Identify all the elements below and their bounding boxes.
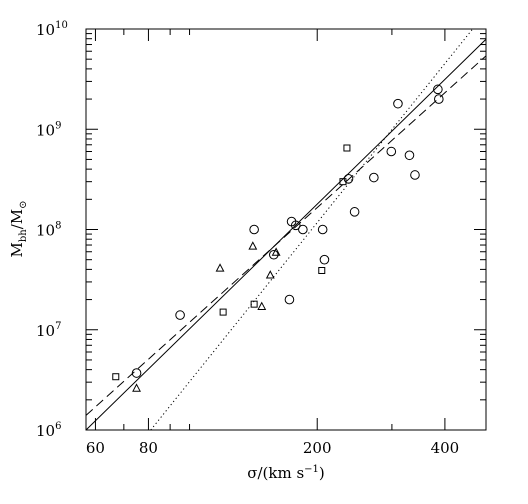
y-tick-label: 106	[36, 421, 61, 440]
y-tick-label-exponent: 10	[55, 20, 68, 31]
data-point-triangle	[265, 270, 275, 279]
x-axis-label-exponent: −1	[304, 464, 319, 475]
x-axis-label-sigma: σ	[247, 464, 257, 482]
y-tick-label: 108	[36, 221, 61, 240]
y-axis-label-m: M	[8, 242, 26, 257]
y-axis-label-sub-bh: bh	[18, 229, 29, 242]
data-point-triangle	[215, 263, 225, 272]
fit-line-solid	[85, 38, 487, 431]
y-axis-label: Mbh/M⊙	[8, 200, 29, 257]
y-tick-label: 1010	[36, 20, 68, 39]
data-point-triangle	[248, 241, 258, 250]
y-tick-label-base: 10	[36, 21, 55, 39]
data-point-circle	[410, 170, 420, 180]
plot-frame	[85, 28, 487, 431]
y-axis-label-slash: /M	[8, 209, 26, 229]
y-tick-label-base: 10	[36, 121, 55, 139]
data-point-circle	[249, 224, 259, 235]
y-tick-label-exponent: 7	[55, 321, 61, 332]
data-point-circle	[433, 84, 443, 95]
data-point-circle	[317, 224, 328, 235]
data-point-circle	[319, 254, 330, 265]
data-point-circle	[268, 249, 279, 260]
x-tick-label: 80	[139, 439, 158, 457]
data-point-square	[318, 266, 326, 274]
data-point-circle	[284, 294, 295, 305]
y-axis-label-sub-sun: ⊙	[18, 200, 29, 208]
axis-ticks	[86, 28, 487, 431]
data-point-circle	[131, 368, 142, 378]
data-point-circle	[393, 98, 403, 109]
x-tick-label: 60	[86, 439, 105, 457]
data-point-circle	[404, 150, 415, 161]
fit-lines	[85, 28, 487, 431]
x-axis-label-close: )	[319, 464, 325, 482]
data-point-circle	[298, 224, 308, 235]
data-point-square	[112, 373, 120, 381]
data-point-square	[339, 178, 347, 186]
data-point-circle	[434, 94, 444, 104]
x-tick-label: 400	[431, 439, 460, 457]
data-point-circle	[386, 146, 397, 157]
x-axis-label-unit: /(km s	[257, 464, 304, 482]
y-tick-label-exponent: 8	[55, 221, 61, 232]
y-tick-label-exponent: 9	[55, 120, 61, 131]
data-point-circle	[290, 220, 301, 231]
data-point-circle	[369, 172, 379, 183]
data-points	[112, 84, 444, 392]
x-tick-label: 200	[303, 439, 332, 457]
fit-line-dashed	[85, 55, 487, 416]
data-point-square	[219, 308, 227, 316]
y-tick-label-base: 10	[36, 422, 55, 440]
data-point-triangle	[257, 301, 267, 310]
x-axis-label: σ/(km s−1)	[247, 464, 325, 482]
data-point-square	[250, 300, 258, 308]
fit-line-dotted	[150, 28, 474, 431]
y-tick-label: 107	[36, 321, 61, 340]
y-tick-label: 109	[36, 120, 61, 139]
data-point-triangle	[271, 247, 281, 256]
y-tick-label-base: 10	[36, 222, 55, 240]
data-point-circle	[349, 207, 360, 217]
y-tick-label-exponent: 6	[55, 421, 61, 432]
y-tick-label-base: 10	[36, 322, 55, 340]
data-point-square	[343, 144, 351, 152]
data-point-triangle	[132, 383, 141, 392]
data-point-circle	[175, 310, 185, 320]
